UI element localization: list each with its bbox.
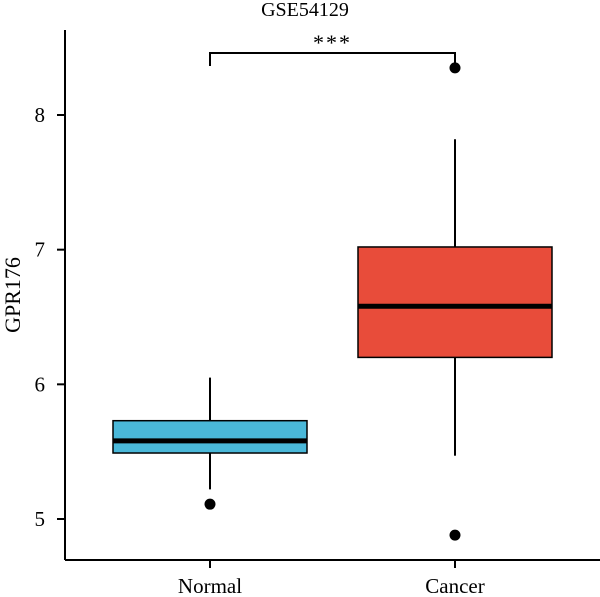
outlier-point xyxy=(204,498,216,510)
box-normal xyxy=(112,377,308,510)
bracket-line xyxy=(209,52,456,66)
y-tick-label: 6 xyxy=(35,372,46,396)
significance-label: *** xyxy=(313,30,352,55)
significance-bracket: *** xyxy=(209,30,456,66)
y-tick-label: 8 xyxy=(35,103,46,127)
boxes xyxy=(112,62,553,541)
iqr-box xyxy=(112,419,308,454)
outlier-point xyxy=(449,62,461,74)
x-tick-label: Normal xyxy=(178,574,242,597)
outlier-point xyxy=(449,529,461,541)
x-ticks: Normal Cancer xyxy=(178,560,485,597)
y-axis-title: GPR176 xyxy=(0,257,25,333)
y-ticks: 5 6 7 8 xyxy=(35,103,65,531)
box-cancer xyxy=(357,62,553,541)
chart-title: GSE54129 xyxy=(261,0,349,21)
x-tick-label: Cancer xyxy=(425,574,484,597)
y-tick-label: 5 xyxy=(35,507,46,531)
iqr-box xyxy=(357,246,553,359)
y-tick-label: 7 xyxy=(35,238,46,262)
